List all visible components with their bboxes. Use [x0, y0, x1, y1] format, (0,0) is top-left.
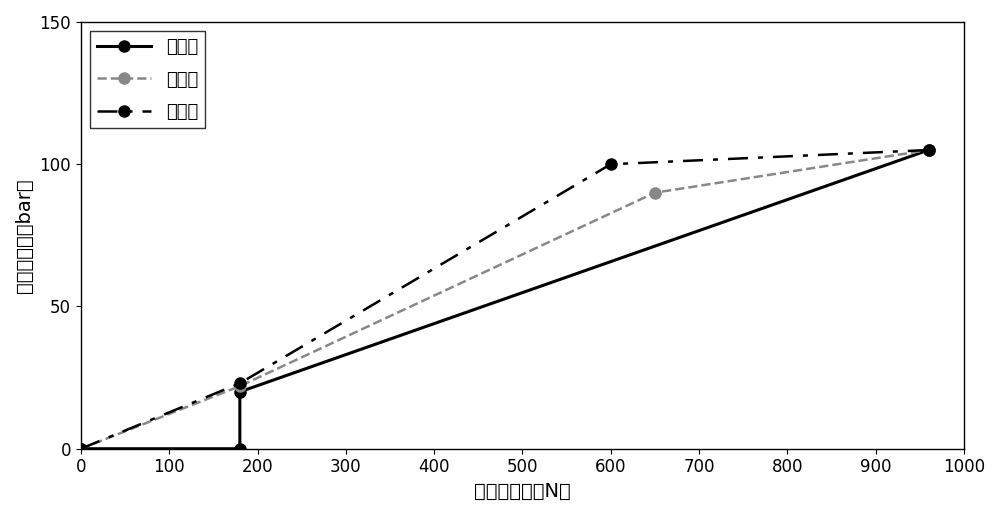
一般型: [75, 446, 87, 452]
舒适型: [234, 389, 246, 395]
Y-axis label: 主缸液压力（bar）: 主缸液压力（bar）: [15, 178, 34, 293]
Line: 一般型: 一般型: [75, 144, 934, 454]
运动型: [605, 161, 617, 167]
Line: 舒适型: 舒适型: [75, 144, 934, 454]
一般型: [234, 383, 246, 389]
运动型: [234, 380, 246, 386]
Legend: 舒适型, 一般型, 运动型: 舒适型, 一般型, 运动型: [90, 31, 205, 128]
舒适型: [234, 446, 246, 452]
舒适型: [75, 446, 87, 452]
运动型: [75, 446, 87, 452]
一般型: [923, 147, 935, 153]
舒适型: [923, 147, 935, 153]
X-axis label: 踏板推杆力（N）: 踏板推杆力（N）: [474, 482, 571, 501]
Line: 运动型: 运动型: [75, 144, 934, 454]
一般型: [649, 189, 661, 196]
运动型: [923, 147, 935, 153]
